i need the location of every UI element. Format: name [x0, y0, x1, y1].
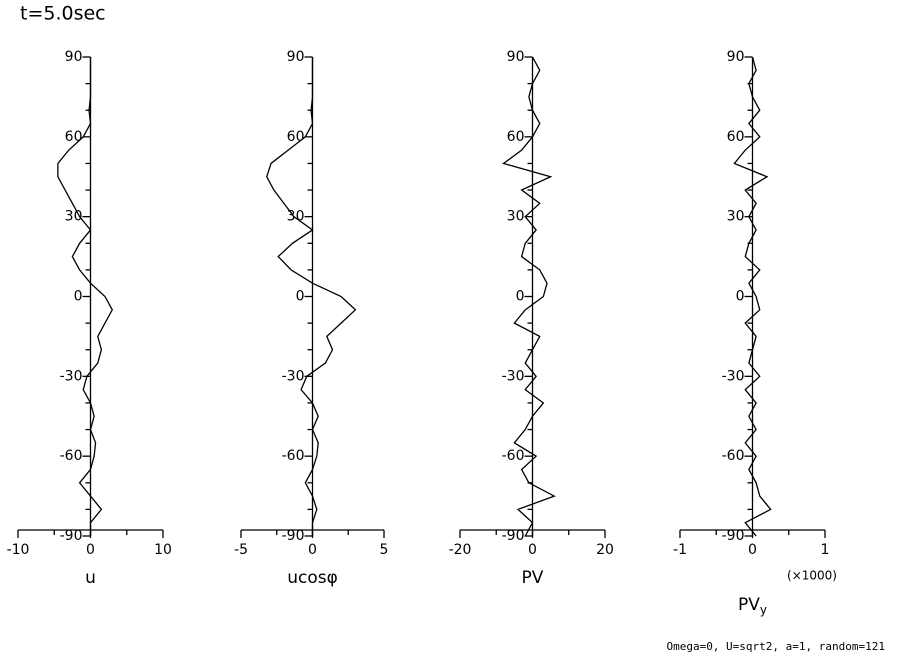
- x-tick-label: 1: [821, 542, 830, 558]
- y-tick-label: -60: [722, 448, 745, 464]
- y-tick-label: -60: [60, 448, 83, 464]
- x-tick-label: -5: [234, 542, 248, 558]
- y-tick-label: 0: [74, 289, 83, 305]
- y-tick-label: 90: [287, 49, 305, 65]
- x-axis-label-text: u: [85, 568, 96, 588]
- y-tick-label: -90: [60, 528, 83, 544]
- y-tick-label: 60: [65, 129, 83, 145]
- y-tick-label: -30: [502, 368, 525, 384]
- profile-line: [502, 56, 556, 537]
- x-axis-label: u: [85, 568, 96, 588]
- x-axis-label-text: ucosφ: [287, 568, 338, 588]
- y-tick-label: -60: [282, 448, 305, 464]
- x-tick-label: 0: [86, 542, 95, 558]
- x-tick-label: -20: [449, 542, 472, 558]
- profile-line: [733, 56, 772, 537]
- x-tick-label: -1: [673, 542, 687, 558]
- profile-line: [57, 57, 113, 536]
- x-axis-label-sub: y: [760, 603, 767, 617]
- x-tick-label: -10: [7, 542, 30, 558]
- y-tick-label: 60: [287, 129, 305, 145]
- figure-title: t=5.0sec: [20, 3, 106, 25]
- y-tick-label: -60: [502, 448, 525, 464]
- y-tick-label: 0: [516, 289, 525, 305]
- x-tick-label: 5: [380, 542, 389, 558]
- y-tick-label: -90: [282, 528, 305, 544]
- x-axis-label: ucosφ: [287, 568, 338, 588]
- x-axis-label: PVy: [738, 595, 767, 617]
- x-tick-label: 0: [528, 542, 537, 558]
- y-tick-label: 0: [296, 289, 305, 305]
- x-axis-label: PV: [522, 568, 544, 588]
- footer-note: Omega=0, U=sqrt2, a=1, random=121: [666, 640, 885, 653]
- y-tick-label: 30: [727, 209, 745, 225]
- x-axis-label-text: PV: [522, 568, 544, 588]
- y-tick-label: 90: [727, 49, 745, 65]
- y-tick-label: -30: [60, 368, 83, 384]
- y-tick-label: 60: [727, 129, 745, 145]
- profile-line: [266, 57, 357, 536]
- y-tick-label: 0: [736, 289, 745, 305]
- x-axis-label-text: PV: [738, 595, 760, 615]
- x-tick-label: 0: [748, 542, 757, 558]
- y-tick-label: 60: [507, 129, 525, 145]
- x-multiplier: (×1000): [787, 569, 837, 583]
- y-tick-label: 90: [65, 49, 83, 65]
- y-tick-label: -90: [722, 528, 745, 544]
- y-tick-label: -90: [502, 528, 525, 544]
- x-tick-label: 0: [308, 542, 317, 558]
- x-tick-label: 20: [596, 542, 614, 558]
- y-tick-label: 30: [507, 209, 525, 225]
- y-tick-label: -30: [722, 368, 745, 384]
- x-tick-label: 10: [154, 542, 172, 558]
- y-tick-label: -30: [282, 368, 305, 384]
- y-tick-label: 90: [507, 49, 525, 65]
